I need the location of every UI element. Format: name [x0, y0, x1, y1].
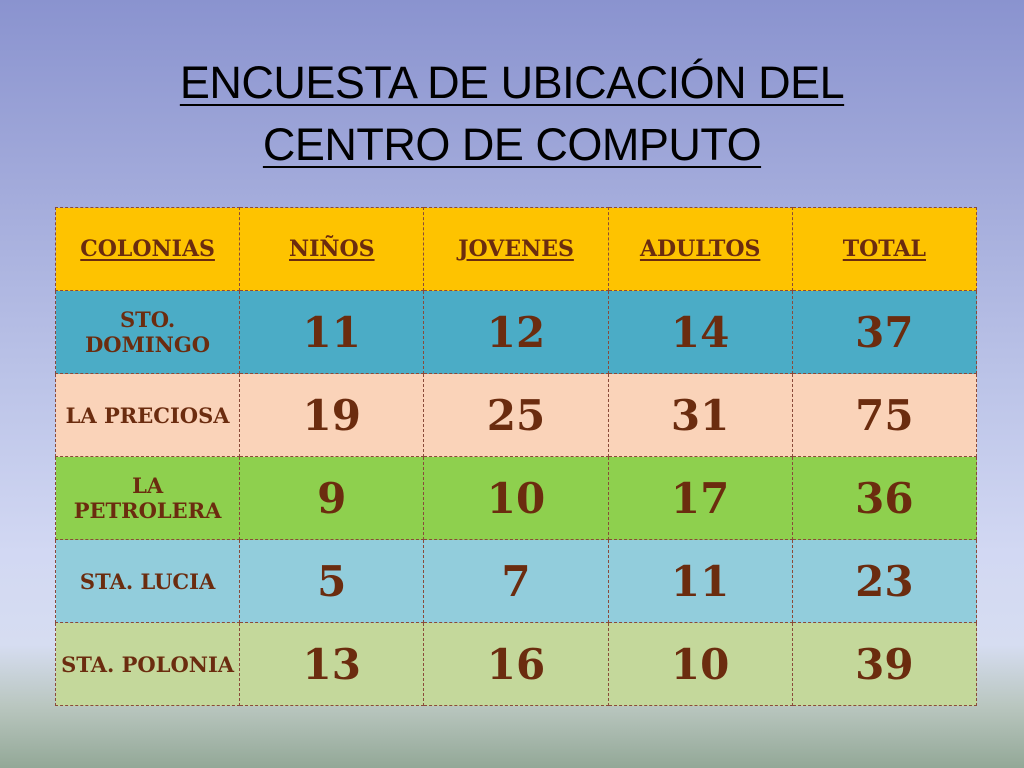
total-cell: 37: [791, 290, 978, 374]
header-colonias: COLONIAS: [54, 207, 241, 291]
jovenes-cell: 25: [423, 373, 609, 457]
jovenes-cell: 16: [423, 622, 609, 706]
jovenes-cell: 12: [423, 290, 609, 374]
table-row: STA. POLONIA 13 16 10 39: [54, 622, 978, 706]
table-row: LA PETROLERA 9 10 17 36: [54, 456, 978, 540]
adultos-cell: 17: [607, 456, 793, 540]
header-ninos: NIÑOS: [239, 207, 425, 291]
header-adultos: ADULTOS: [607, 207, 793, 291]
total-cell: 75: [791, 373, 978, 457]
slide-title-line-2: CENTRO DE COMPUTO: [262, 119, 762, 170]
table-header-row: COLONIAS NIÑOS JOVENES ADULTOS TOTAL: [54, 207, 978, 291]
table-row: LA PRECIOSA 19 25 31 75: [54, 373, 978, 457]
colonia-cell: STO. DOMINGO: [54, 290, 241, 374]
jovenes-cell: 10: [423, 456, 609, 540]
adultos-cell: 31: [607, 373, 793, 457]
slide-title: ENCUESTA DE UBICACIÓN DEL CENTRO DE COMP…: [0, 52, 1024, 176]
colonia-cell: LA PRECIOSA: [54, 373, 241, 457]
table-row: STA. LUCIA 5 7 11 23: [54, 539, 978, 623]
survey-table: COLONIAS NIÑOS JOVENES ADULTOS TOTAL STO…: [54, 207, 978, 706]
adultos-cell: 11: [607, 539, 793, 623]
ninos-cell: 5: [239, 539, 425, 623]
total-cell: 39: [791, 622, 978, 706]
header-total: TOTAL: [791, 207, 978, 291]
jovenes-cell: 7: [423, 539, 609, 623]
slide-title-line-1: ENCUESTA DE UBICACIÓN DEL: [179, 57, 845, 108]
total-cell: 36: [791, 456, 978, 540]
ninos-cell: 9: [239, 456, 425, 540]
header-jovenes: JOVENES: [423, 207, 609, 291]
colonia-cell: STA. LUCIA: [54, 539, 241, 623]
table-row: STO. DOMINGO 11 12 14 37: [54, 290, 978, 374]
ninos-cell: 13: [239, 622, 425, 706]
adultos-cell: 10: [607, 622, 793, 706]
colonia-cell: STA. POLONIA: [54, 622, 241, 706]
ninos-cell: 19: [239, 373, 425, 457]
adultos-cell: 14: [607, 290, 793, 374]
colonia-cell: LA PETROLERA: [54, 456, 241, 540]
total-cell: 23: [791, 539, 978, 623]
ninos-cell: 11: [239, 290, 425, 374]
